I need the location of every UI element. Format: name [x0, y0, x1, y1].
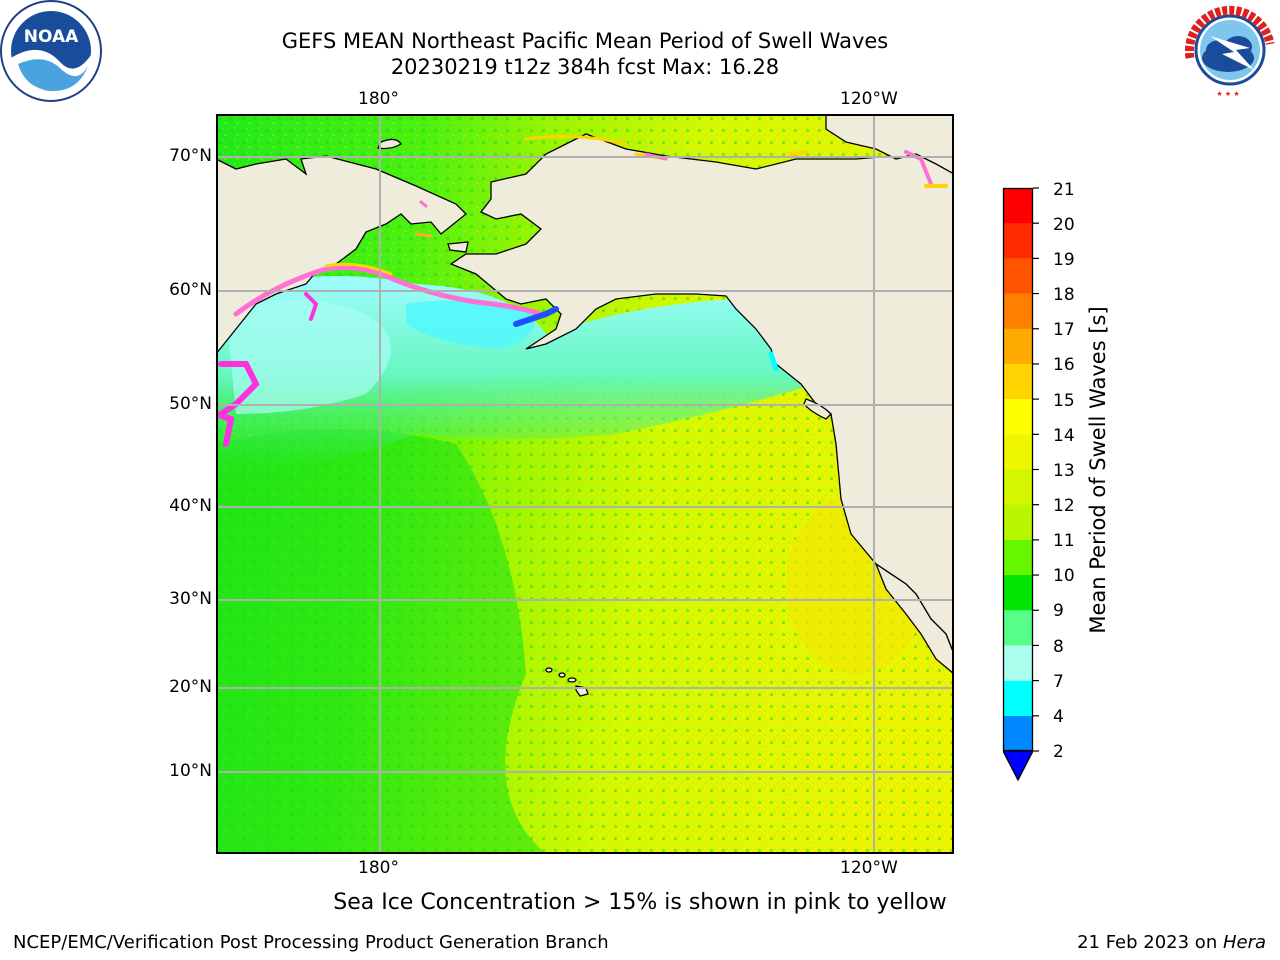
map-panel	[216, 114, 954, 854]
colorbar-segment	[1003, 645, 1033, 682]
colorbar-segment	[1003, 434, 1033, 470]
colorbar-segment	[1003, 575, 1033, 611]
colorbar-segment	[1003, 504, 1033, 541]
cb-tick-9: 9	[1053, 601, 1064, 621]
cb-tick-17: 17	[1053, 320, 1075, 340]
lat-label-60n: 60°N	[169, 280, 212, 300]
cb-tick-16: 16	[1053, 355, 1075, 375]
colorbar-segment	[1003, 223, 1033, 259]
cb-tick-2: 2	[1053, 742, 1064, 762]
colorbar-segment	[1003, 363, 1033, 400]
colorbar-segment	[1003, 399, 1033, 435]
lat-label-40n: 40°N	[169, 496, 212, 516]
lon-label-top-180: 180°	[358, 89, 399, 109]
nws-logo: ★ ★ ★	[1180, 0, 1280, 100]
colorbar-segment	[1003, 188, 1033, 224]
chart-title: GEFS MEAN Northeast Pacific Mean Period …	[281, 29, 889, 53]
colorbar-segment	[1003, 716, 1033, 751]
footer-host: Hera	[1222, 932, 1266, 953]
colorbar	[1002, 187, 1039, 782]
chart-subtitle: 20230219 t12z 384h fcst Max: 16.28	[390, 55, 780, 79]
lat-label-30n: 30°N	[169, 589, 212, 609]
lat-label-70n: 70°N	[169, 146, 212, 166]
colorbar-segment	[1003, 293, 1033, 330]
cb-tick-8: 8	[1053, 637, 1064, 657]
lon-label-top-120w: 120°W	[840, 89, 898, 109]
lat-label-20n: 20°N	[169, 677, 212, 697]
cb-tick-7: 7	[1053, 672, 1064, 692]
lon-label-bottom-180: 180°	[358, 858, 399, 878]
graticule	[216, 114, 954, 854]
cb-tick-13: 13	[1053, 461, 1075, 481]
sea-ice-edge	[216, 134, 948, 447]
colorbar-segment	[1003, 681, 1033, 716]
lat-label-50n: 50°N	[169, 394, 212, 414]
cb-tick-11: 11	[1053, 531, 1075, 551]
cb-tick-20: 20	[1053, 215, 1075, 235]
noaa-logo-text: NOAA	[24, 27, 79, 47]
colorbar-segment	[1003, 328, 1033, 365]
cb-tick-21: 21	[1053, 180, 1075, 200]
cb-tick-4: 4	[1053, 707, 1064, 727]
noaa-logo: NOAA	[0, 0, 102, 102]
cb-tick-18: 18	[1053, 285, 1075, 305]
colorbar-label: Mean Period of Swell Waves [s]	[1086, 306, 1110, 634]
land-masses	[216, 114, 954, 854]
footer-date: 21 Feb 2023 on	[1077, 932, 1223, 953]
lon-label-bottom-120w: 120°W	[840, 858, 898, 878]
cb-tick-15: 15	[1053, 391, 1075, 411]
cb-tick-14: 14	[1053, 426, 1075, 446]
cb-tick-10: 10	[1053, 566, 1075, 586]
colorbar-segment	[1003, 610, 1033, 646]
lat-label-10n: 10°N	[169, 761, 212, 781]
sea-ice-caption: Sea Ice Concentration > 15% is shown in …	[333, 890, 947, 915]
cb-tick-19: 19	[1053, 250, 1075, 270]
colorbar-segment	[1003, 258, 1033, 295]
cb-tick-12: 12	[1053, 496, 1075, 516]
colorbar-extend-arrow	[1001, 750, 1035, 782]
colorbar-segment	[1003, 539, 1033, 576]
footer-left: NCEP/EMC/Verification Post Processing Pr…	[13, 932, 609, 953]
colorbar-segment	[1003, 469, 1033, 506]
svg-text:★ ★ ★: ★ ★ ★	[1216, 90, 1239, 98]
footer-right: 21 Feb 2023 on Hera	[1077, 932, 1266, 953]
